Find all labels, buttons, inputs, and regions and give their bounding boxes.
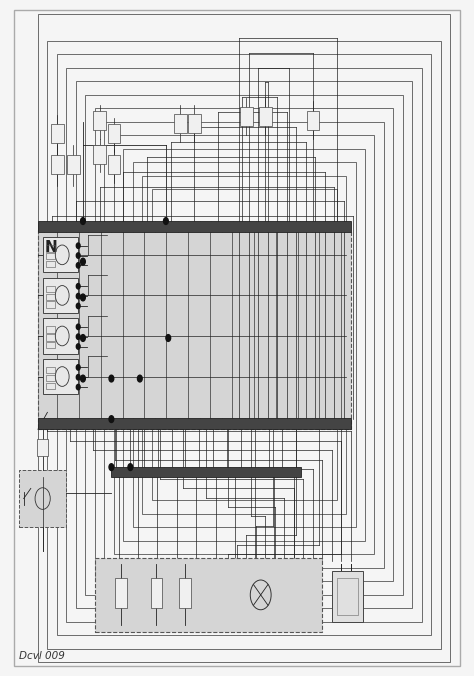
Bar	[174, 114, 187, 133]
Bar	[123, 149, 365, 541]
Text: N: N	[45, 240, 58, 255]
Bar	[46, 375, 55, 381]
Bar	[43, 359, 78, 394]
Bar	[46, 342, 55, 348]
Bar	[108, 124, 120, 143]
Circle shape	[76, 283, 80, 289]
Circle shape	[76, 243, 80, 248]
Circle shape	[76, 385, 80, 390]
Circle shape	[76, 293, 80, 299]
Bar	[332, 571, 363, 622]
Bar	[111, 467, 301, 477]
Bar	[43, 237, 78, 272]
Circle shape	[81, 335, 85, 341]
Bar	[307, 111, 319, 130]
Bar	[51, 124, 64, 143]
Circle shape	[76, 334, 80, 339]
Circle shape	[76, 304, 80, 309]
Circle shape	[137, 375, 142, 382]
Text: Dcvl 009: Dcvl 009	[19, 651, 65, 661]
Bar	[43, 278, 78, 313]
Circle shape	[109, 464, 114, 470]
Circle shape	[81, 294, 85, 301]
Circle shape	[81, 218, 85, 224]
Bar	[47, 41, 441, 649]
Bar	[151, 577, 162, 608]
Bar	[51, 155, 64, 174]
Bar	[46, 367, 55, 373]
Circle shape	[166, 335, 171, 341]
Circle shape	[81, 375, 85, 382]
Bar	[133, 162, 356, 527]
Bar	[142, 176, 346, 514]
Bar	[46, 286, 55, 292]
Bar	[46, 383, 55, 389]
Bar	[46, 245, 55, 251]
Bar	[93, 111, 106, 130]
Circle shape	[76, 263, 80, 268]
Bar	[19, 470, 66, 527]
Circle shape	[76, 253, 80, 258]
Circle shape	[76, 324, 80, 329]
Bar	[115, 577, 127, 608]
Bar	[188, 114, 201, 133]
Bar	[46, 301, 55, 308]
Circle shape	[76, 344, 80, 349]
Bar	[66, 68, 422, 622]
Bar	[38, 230, 351, 429]
Bar	[337, 578, 358, 615]
Circle shape	[164, 218, 168, 224]
Bar	[108, 155, 120, 174]
Bar	[38, 418, 351, 429]
Bar	[76, 81, 412, 608]
Circle shape	[128, 464, 133, 470]
Circle shape	[109, 375, 114, 382]
Bar	[104, 122, 384, 568]
Bar	[114, 135, 374, 554]
Bar	[37, 439, 48, 456]
Bar	[38, 14, 450, 662]
Bar	[46, 293, 55, 300]
Bar	[67, 155, 80, 174]
Circle shape	[109, 416, 114, 422]
Bar	[46, 327, 55, 333]
Circle shape	[76, 375, 80, 380]
Bar	[46, 261, 55, 267]
Circle shape	[81, 258, 85, 265]
Bar	[179, 577, 191, 608]
Bar	[152, 189, 337, 500]
Bar	[85, 95, 403, 595]
Bar	[43, 318, 78, 354]
Bar	[46, 334, 55, 341]
Bar	[259, 107, 272, 126]
Bar	[240, 107, 253, 126]
Bar	[95, 558, 322, 632]
Bar	[46, 253, 55, 260]
Bar	[38, 221, 351, 232]
Circle shape	[76, 364, 80, 370]
Bar	[57, 54, 431, 635]
Bar	[93, 145, 106, 164]
Bar	[95, 108, 393, 581]
